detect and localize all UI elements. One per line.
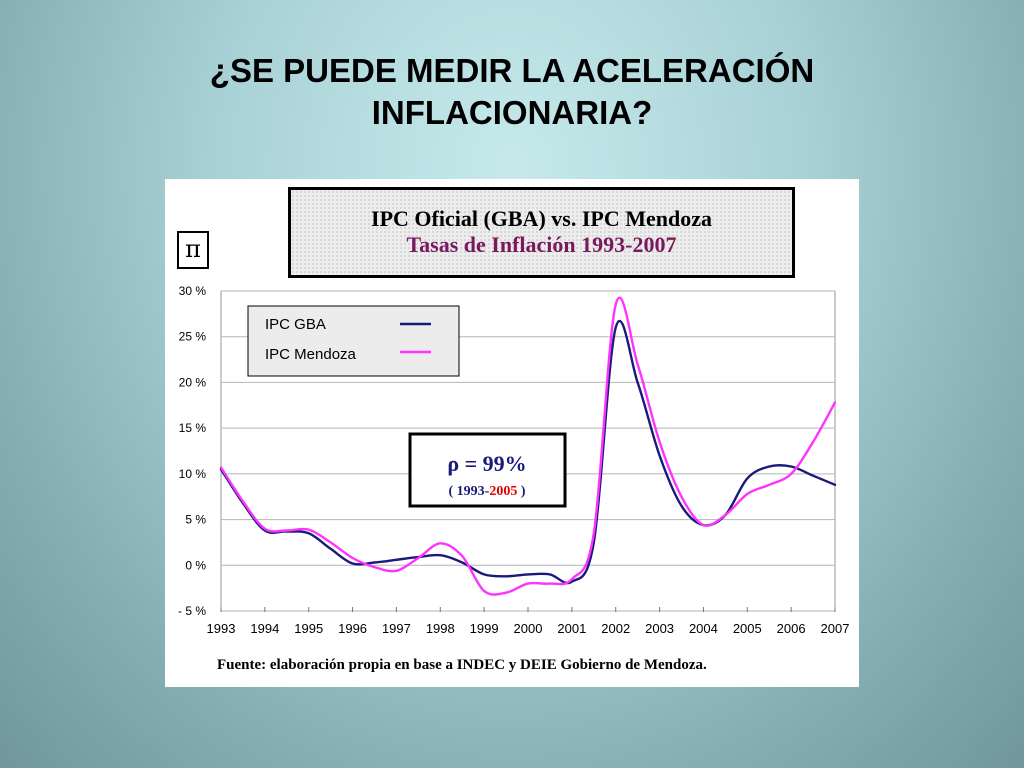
series-layer [219,296,837,596]
x-tick-label: 2005 [733,621,762,636]
x-tick-label: 1993 [207,621,236,636]
x-tick-label: 2006 [777,621,806,636]
x-tick-label: 2000 [514,621,543,636]
correlation-range-close: ) [517,484,526,499]
inflation-line-chart: 30 % 25 % 20 % 15 % 10 % 5 % 0 % - 5 %1993 1994 1… [178,284,849,636]
x-tick-label: 1995 [294,621,323,636]
x-tick-label: 2001 [557,621,586,636]
x-tick-label: 2003 [645,621,674,636]
legend-frame [247,305,460,377]
y-tick-label: 5 % [185,513,206,527]
chart-panel: IPC Oficial (GBA) vs. IPC Mendoza Tasas … [165,179,859,687]
x-tick-label: 1994 [250,621,279,636]
chart-legend: IPC GBA IPC Mendoza [247,305,460,377]
correlation-frame [408,432,567,508]
correlation-value: ρ = 99% [447,451,526,476]
correlation-range-open: ( 1993- [449,484,490,499]
slide-title: ¿SE PUEDE MEDIR LA ACELERACIÓN INFLACION… [0,50,1024,134]
x-tick-label: 2002 [601,621,630,636]
pi-symbol-box: π [177,231,209,269]
y-tick-label: 30 % [179,284,207,298]
chart-subtitle: Tasas de Inflación 1993-2007 [406,232,677,257]
legend-label-mendoza: IPC Mendoza [265,346,357,363]
x-tick-label: 1997 [382,621,411,636]
slide-title-line-2: INFLACIONARIA? [371,94,653,131]
chart-title: IPC Oficial (GBA) vs. IPC Mendoza [371,206,712,231]
pi-symbol: π [185,235,201,263]
y-tick-label: 0 % [185,558,206,572]
source-note: Fuente: elaboración propia en base a IND… [217,657,707,673]
y-tick-label: 10 % [179,467,207,481]
y-tick-label: - 5 % [178,604,206,618]
x-tick-label: 1998 [426,621,455,636]
correlation-range-end: 2005 [489,484,517,499]
slide-title-line-1: ¿SE PUEDE MEDIR LA ACELERACIÓN [209,52,815,89]
legend-label-gba: IPC GBA [265,316,326,333]
x-tick-label: 1999 [470,621,499,636]
y-tick-label: 20 % [179,375,207,389]
series-line-ipc-mendoza [219,296,837,596]
axis-layer: 30 % 25 % 20 % 15 % 10 % 5 % 0 % - 5 %1993 1994 1… [178,284,849,636]
x-tick-label: 2007 [821,621,850,636]
y-tick-label: 15 % [179,421,207,435]
x-tick-label: 1996 [338,621,367,636]
correlation-box: ρ = 99% ( 1993-2005 ) [408,432,567,508]
x-tick-label: 2004 [689,621,718,636]
y-tick-label: 25 % [179,330,207,344]
correlation-range: ( 1993-2005 ) [449,484,526,499]
chart-title-box: IPC Oficial (GBA) vs. IPC Mendoza Tasas … [288,187,795,278]
